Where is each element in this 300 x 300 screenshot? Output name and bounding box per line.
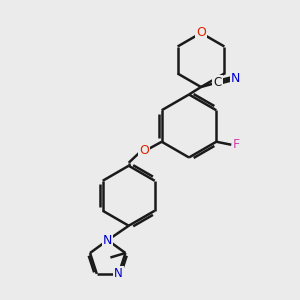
- Text: O: O: [196, 26, 206, 40]
- Text: F: F: [233, 138, 240, 151]
- Text: N: N: [114, 267, 123, 280]
- Text: N: N: [231, 72, 240, 85]
- Text: O: O: [139, 144, 149, 157]
- Text: N: N: [103, 234, 112, 247]
- Text: C: C: [213, 76, 222, 89]
